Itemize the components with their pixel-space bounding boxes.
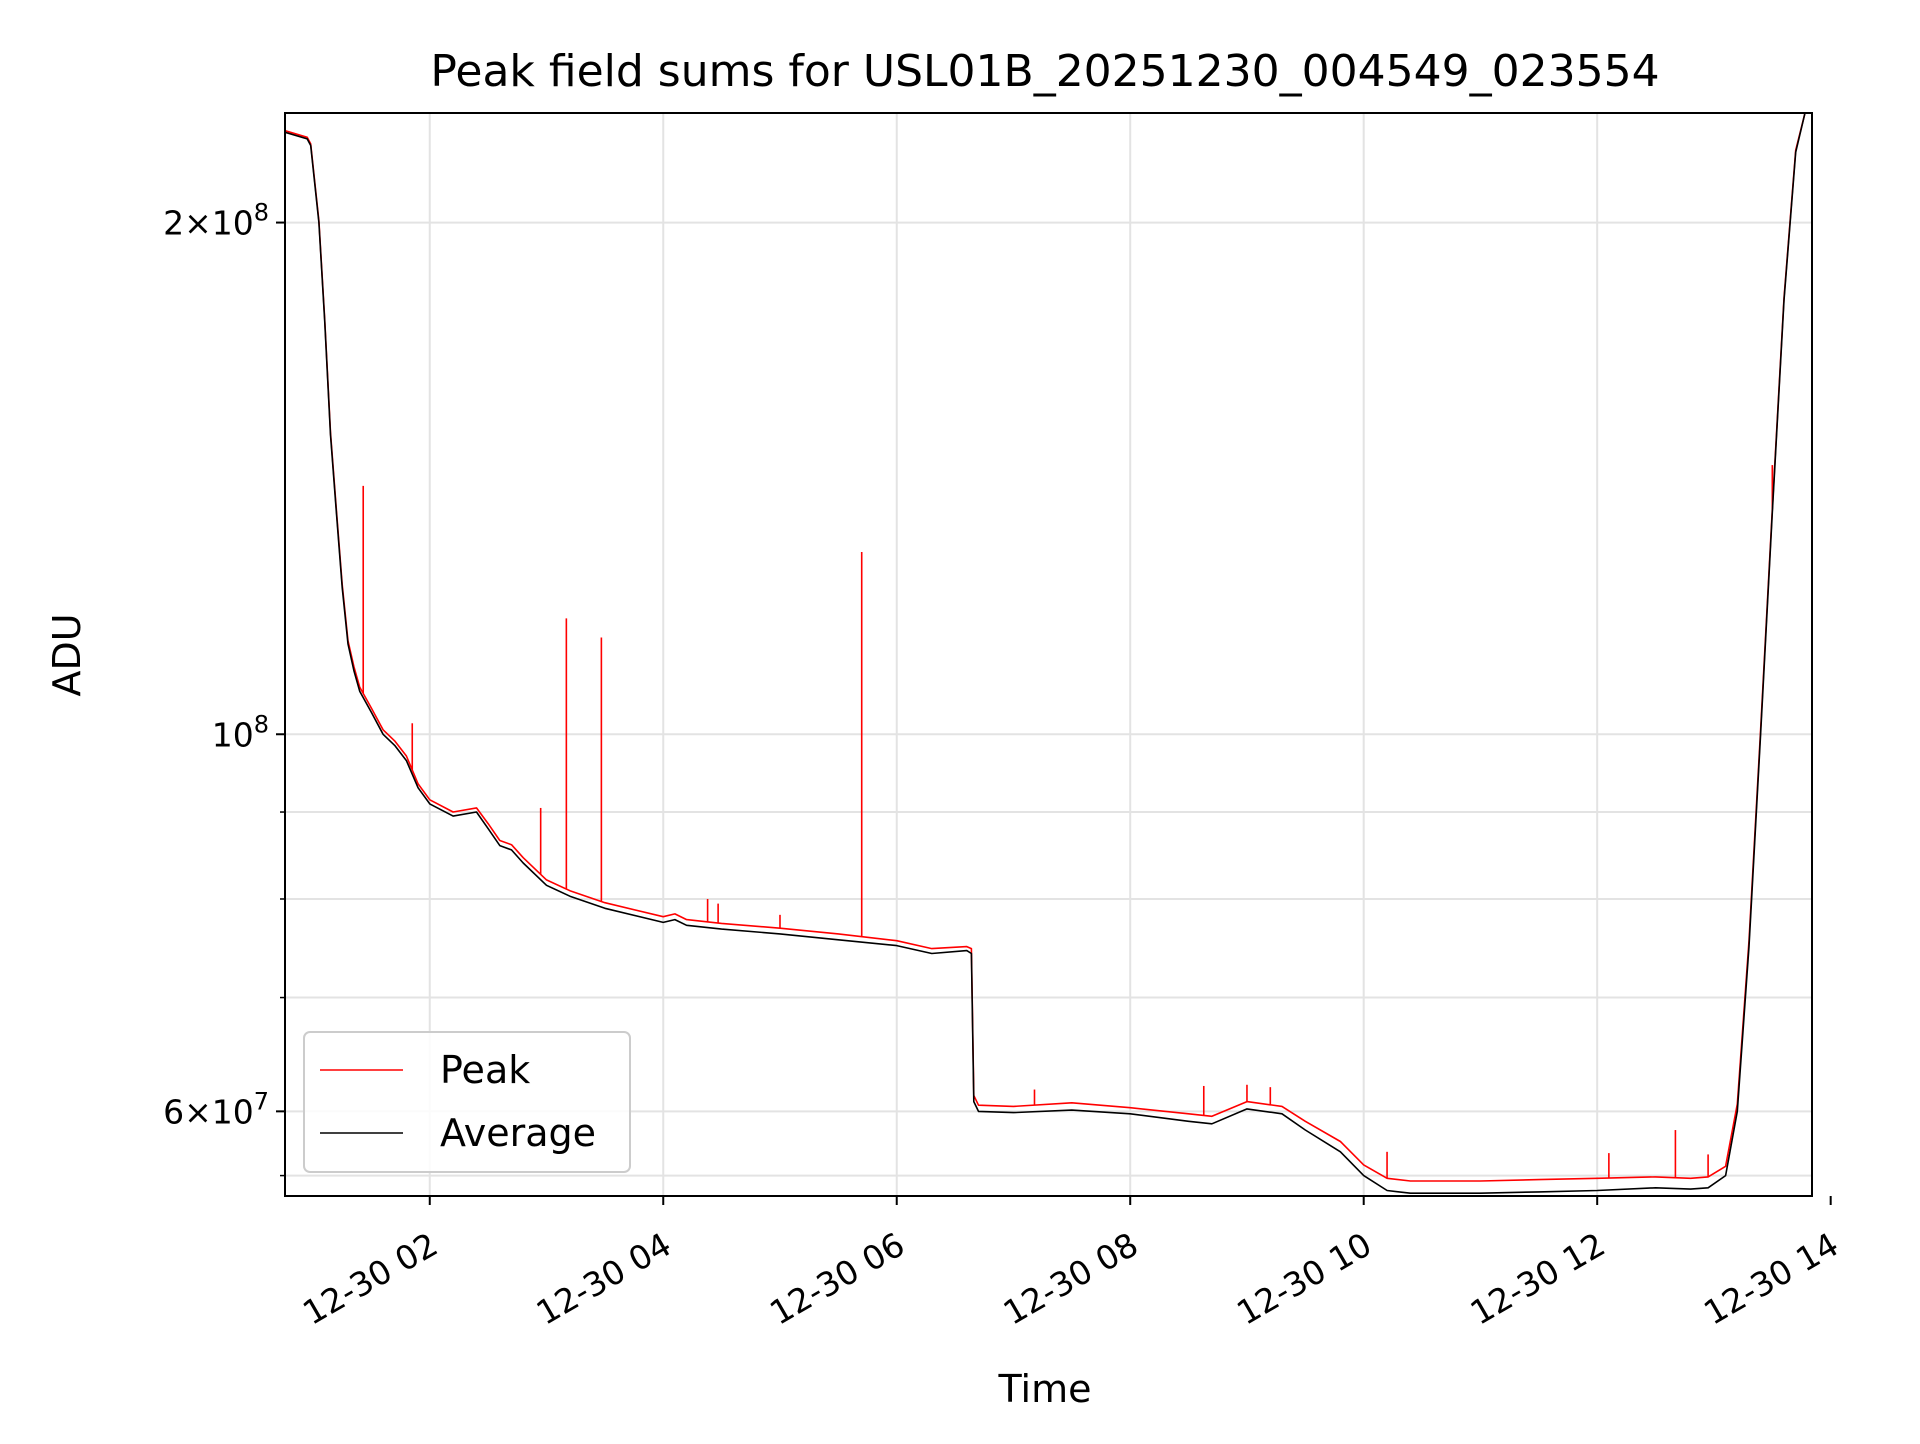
y-tick-label: 108 — [212, 710, 269, 754]
plot-area — [285, 113, 1806, 1194]
y-tick-label: 2×108 — [163, 199, 269, 243]
series-line-average — [285, 113, 1806, 1194]
legend-box — [303, 1031, 631, 1173]
legend-label-average: Average — [440, 1111, 596, 1155]
chart-title: Peak field sums for USL01B_20251230_0045… — [430, 46, 1659, 97]
series-line-peak — [285, 113, 1806, 1182]
legend-label-peak: Peak — [440, 1048, 530, 1092]
legend: Peak Average — [303, 1031, 631, 1173]
x-axis-label: Time — [998, 1367, 1092, 1411]
series-group — [285, 113, 1806, 1194]
axes-frame — [284, 112, 1813, 1197]
y-axis-label: ADU — [45, 613, 89, 696]
y-tick-label: 6×107 — [163, 1087, 269, 1131]
